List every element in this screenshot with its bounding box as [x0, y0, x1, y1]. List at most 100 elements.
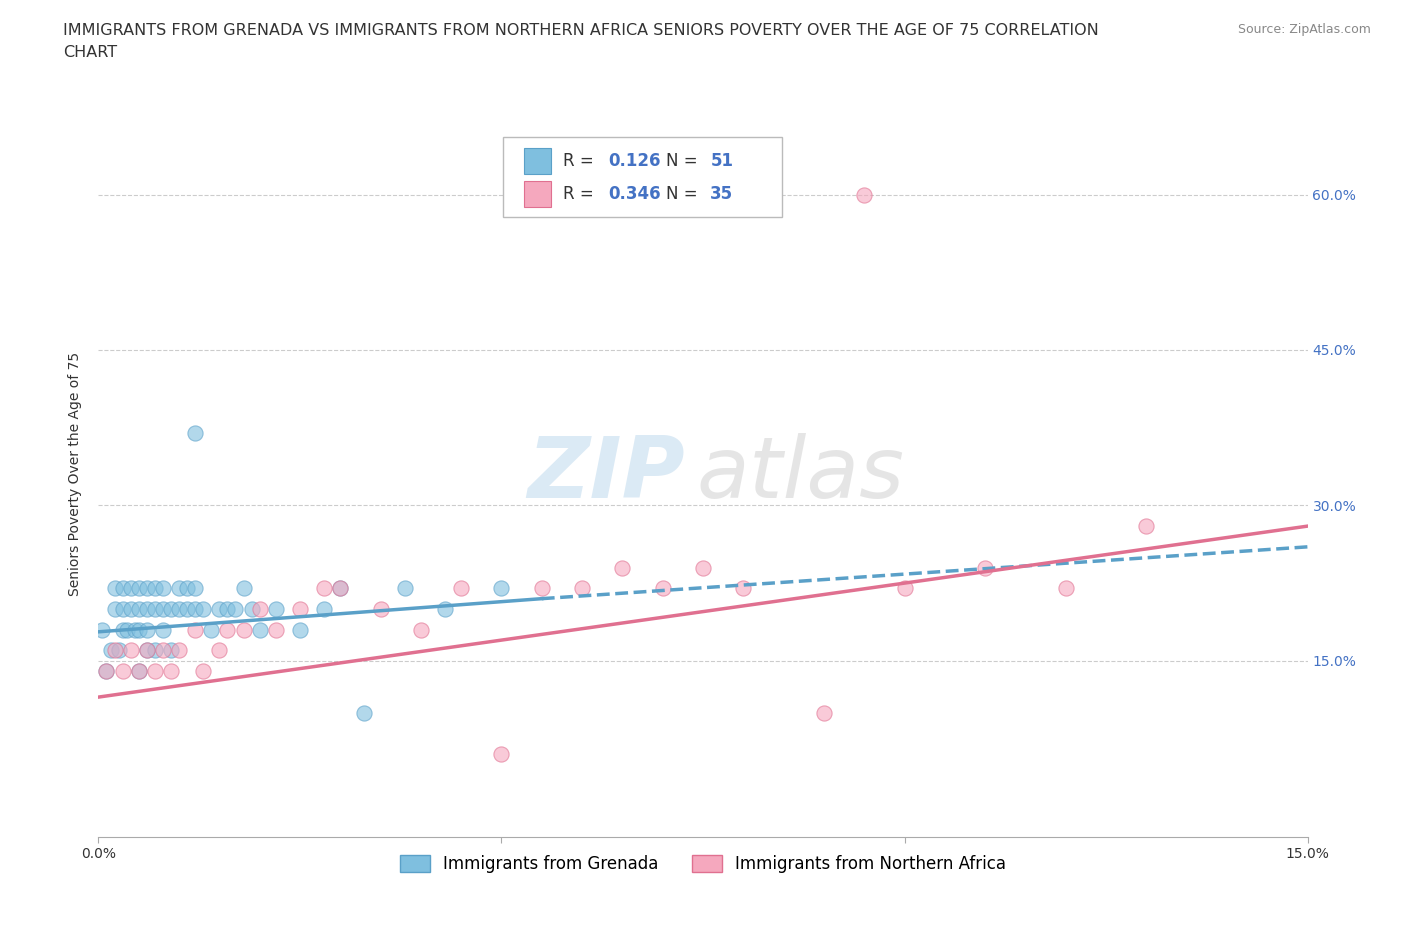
- Point: [571, 581, 593, 596]
- Text: R =: R =: [562, 152, 599, 170]
- Point: [530, 581, 553, 596]
- Point: [115, 622, 138, 637]
- Point: [128, 602, 150, 617]
- Text: N =: N =: [665, 152, 703, 170]
- Point: [264, 622, 287, 637]
- Point: [893, 581, 915, 596]
- Point: [152, 622, 174, 637]
- Point: [143, 664, 166, 679]
- Point: [193, 602, 215, 617]
- Text: atlas: atlas: [697, 432, 905, 516]
- Point: [100, 643, 122, 658]
- Point: [103, 643, 125, 658]
- Point: [193, 664, 215, 679]
- Point: [152, 602, 174, 617]
- Point: [111, 664, 134, 679]
- Point: [314, 602, 336, 617]
- Point: [103, 602, 125, 617]
- Point: [135, 643, 157, 658]
- Point: [96, 664, 118, 679]
- Point: [450, 581, 472, 596]
- Point: [111, 581, 134, 596]
- FancyBboxPatch shape: [524, 181, 551, 207]
- Point: [232, 622, 254, 637]
- Y-axis label: Seniors Poverty Over the Age of 75: Seniors Poverty Over the Age of 75: [69, 352, 83, 596]
- Point: [974, 560, 997, 575]
- Point: [128, 664, 150, 679]
- Point: [120, 581, 142, 596]
- Text: 51: 51: [710, 152, 734, 170]
- Point: [143, 643, 166, 658]
- Point: [128, 664, 150, 679]
- Point: [120, 643, 142, 658]
- Point: [167, 643, 190, 658]
- Point: [329, 581, 352, 596]
- Point: [176, 602, 198, 617]
- Point: [249, 622, 271, 637]
- Point: [200, 622, 222, 637]
- Point: [1054, 581, 1077, 596]
- Point: [370, 602, 392, 617]
- Point: [692, 560, 714, 575]
- Point: [128, 622, 150, 637]
- Text: Source: ZipAtlas.com: Source: ZipAtlas.com: [1237, 23, 1371, 36]
- Point: [394, 581, 416, 596]
- Text: N =: N =: [665, 185, 703, 204]
- Point: [733, 581, 755, 596]
- Point: [103, 581, 125, 596]
- Point: [249, 602, 271, 617]
- Text: ZIP: ZIP: [527, 432, 685, 516]
- Point: [152, 643, 174, 658]
- Point: [217, 602, 239, 617]
- Point: [434, 602, 457, 617]
- Point: [491, 747, 513, 762]
- Text: 0.126: 0.126: [609, 152, 661, 170]
- Text: R =: R =: [562, 185, 599, 204]
- Point: [143, 602, 166, 617]
- Point: [111, 602, 134, 617]
- Point: [135, 622, 157, 637]
- Point: [176, 581, 198, 596]
- Point: [184, 581, 207, 596]
- Point: [288, 602, 311, 617]
- Point: [1135, 519, 1157, 534]
- Point: [96, 664, 118, 679]
- Point: [329, 581, 352, 596]
- Point: [111, 622, 134, 637]
- Point: [612, 560, 634, 575]
- Point: [128, 581, 150, 596]
- Point: [167, 602, 190, 617]
- Point: [160, 664, 183, 679]
- Point: [160, 643, 183, 658]
- Point: [240, 602, 263, 617]
- Point: [160, 602, 183, 617]
- Point: [224, 602, 246, 617]
- Point: [184, 622, 207, 637]
- Point: [135, 602, 157, 617]
- Point: [152, 581, 174, 596]
- Point: [184, 602, 207, 617]
- Point: [264, 602, 287, 617]
- Point: [217, 622, 239, 637]
- Point: [135, 643, 157, 658]
- Point: [208, 643, 231, 658]
- Point: [143, 581, 166, 596]
- Point: [167, 581, 190, 596]
- Text: 0.346: 0.346: [609, 185, 661, 204]
- Point: [813, 705, 835, 720]
- Point: [135, 581, 157, 596]
- Point: [124, 622, 146, 637]
- Point: [107, 643, 129, 658]
- Point: [651, 581, 673, 596]
- Text: 35: 35: [710, 185, 734, 204]
- Point: [853, 187, 876, 202]
- Text: CHART: CHART: [63, 45, 117, 60]
- Point: [314, 581, 336, 596]
- Point: [288, 622, 311, 637]
- Point: [91, 622, 114, 637]
- Point: [120, 602, 142, 617]
- Text: IMMIGRANTS FROM GRENADA VS IMMIGRANTS FROM NORTHERN AFRICA SENIORS POVERTY OVER : IMMIGRANTS FROM GRENADA VS IMMIGRANTS FR…: [63, 23, 1099, 38]
- Point: [409, 622, 432, 637]
- Point: [491, 581, 513, 596]
- FancyBboxPatch shape: [503, 137, 782, 217]
